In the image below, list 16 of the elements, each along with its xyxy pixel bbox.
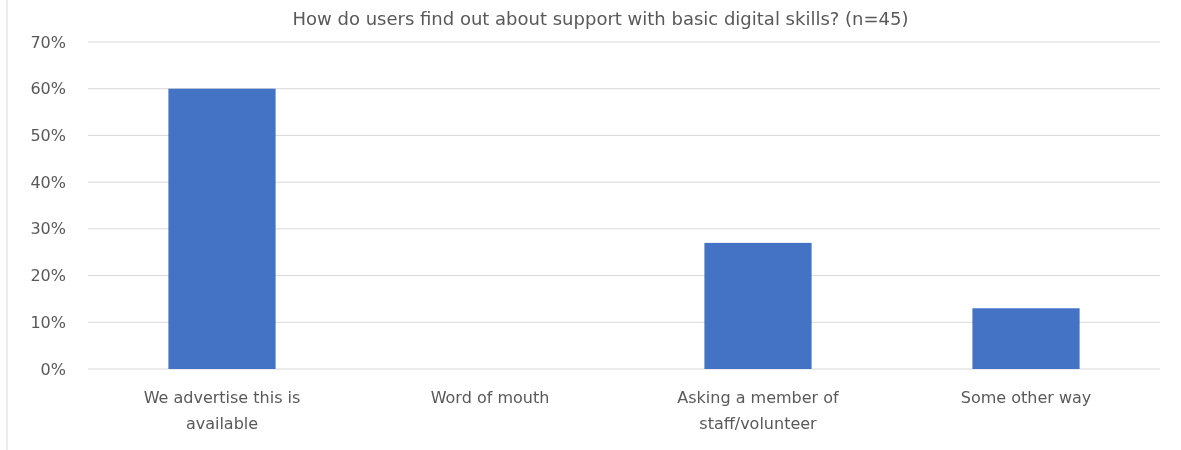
y-tick-label: 50% [30,126,66,146]
x-tick-label: Word of mouth [430,388,550,407]
chart-title: How do users find out about support with basic digital skills? (n=45) [292,8,909,29]
y-tick-label: 0% [40,359,66,379]
x-tick-label: Some other way [960,388,1092,407]
bar [704,242,812,369]
y-tick-label: 40% [30,172,66,192]
y-tick-label: 60% [30,79,66,99]
bar [168,88,276,369]
x-tick-label: We advertise this is available [143,388,301,433]
y-tick-label: 20% [30,266,66,286]
y-tick-label: 70% [30,32,66,52]
y-tick-label: 10% [30,312,66,332]
bar [972,308,1080,369]
y-tick-label: 30% [30,219,66,239]
x-tick-label: Asking a member of staff/volunteer [677,388,840,433]
